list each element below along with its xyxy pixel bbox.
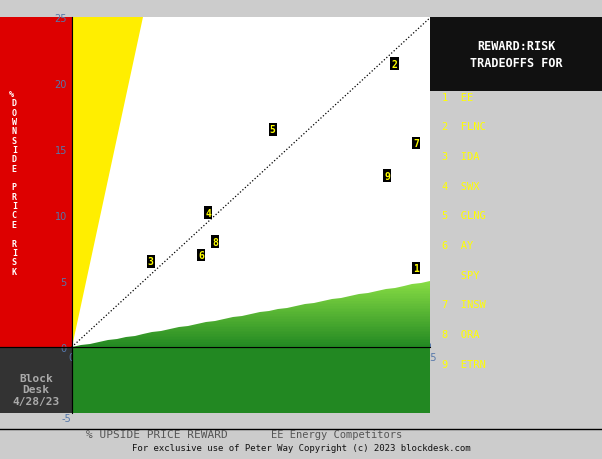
Polygon shape: [179, 326, 430, 328]
Text: 2: 2: [392, 59, 397, 69]
Polygon shape: [305, 303, 430, 305]
Polygon shape: [242, 314, 430, 316]
Polygon shape: [287, 306, 430, 308]
Polygon shape: [161, 329, 430, 331]
Polygon shape: [251, 313, 430, 314]
Polygon shape: [117, 337, 430, 339]
Polygon shape: [108, 339, 430, 341]
FancyBboxPatch shape: [430, 18, 602, 91]
Text: SPY: SPY: [442, 270, 480, 280]
Polygon shape: [368, 291, 430, 293]
Text: 4: 4: [205, 208, 211, 218]
Text: 5: 5: [270, 125, 276, 135]
Polygon shape: [269, 309, 430, 311]
Polygon shape: [224, 318, 430, 319]
Polygon shape: [188, 324, 430, 326]
Text: 1  EE: 1 EE: [442, 92, 474, 102]
Polygon shape: [350, 295, 430, 297]
Text: REWARD:RISK
TRADEOFFS FOR: REWARD:RISK TRADEOFFS FOR: [470, 40, 562, 70]
Text: 8: 8: [213, 237, 218, 247]
Polygon shape: [72, 18, 143, 347]
Polygon shape: [216, 319, 430, 321]
Text: 9  ETRN: 9 ETRN: [442, 359, 486, 369]
Polygon shape: [359, 293, 430, 295]
Polygon shape: [278, 308, 430, 309]
Polygon shape: [99, 341, 430, 342]
Polygon shape: [394, 286, 430, 288]
Polygon shape: [72, 18, 430, 347]
Text: 4  SWX: 4 SWX: [442, 181, 480, 191]
Text: 7  INSW: 7 INSW: [442, 300, 486, 309]
Polygon shape: [412, 283, 430, 285]
Text: 6  AY: 6 AY: [442, 241, 474, 250]
Text: EE Energy Competitors: EE Energy Competitors: [272, 429, 403, 439]
Polygon shape: [197, 323, 430, 324]
Polygon shape: [90, 342, 430, 344]
Text: 7: 7: [413, 138, 419, 148]
Polygon shape: [81, 344, 430, 346]
Text: Block
Desk
4/28/23: Block Desk 4/28/23: [12, 373, 60, 406]
Polygon shape: [421, 281, 430, 283]
Polygon shape: [323, 300, 430, 301]
Polygon shape: [233, 316, 430, 318]
Text: For exclusive use of Peter Way Copyright (c) 2023 blockdesk.com: For exclusive use of Peter Way Copyright…: [132, 443, 470, 452]
Polygon shape: [0, 347, 72, 413]
Text: % 
D
O
W
N
S
I
D
E
 
P
R
I
C
E
 
R
I
S
K: % D O W N S I D E P R I C E R I S K: [10, 90, 19, 276]
Polygon shape: [386, 288, 430, 290]
Polygon shape: [377, 290, 430, 291]
Text: 8  ORA: 8 ORA: [442, 329, 480, 339]
Text: 9: 9: [385, 171, 390, 181]
Text: 3  IDA: 3 IDA: [442, 151, 480, 162]
Polygon shape: [260, 311, 430, 313]
Polygon shape: [134, 334, 430, 336]
Polygon shape: [314, 301, 430, 303]
Text: % UPSIDE PRICE REWARD: % UPSIDE PRICE REWARD: [85, 429, 228, 439]
Polygon shape: [143, 332, 430, 334]
Text: 3: 3: [147, 257, 154, 267]
Text: 5  GLNG: 5 GLNG: [442, 211, 486, 221]
Polygon shape: [170, 328, 430, 329]
Polygon shape: [332, 298, 430, 300]
Text: 2  FLNC: 2 FLNC: [442, 122, 486, 132]
Text: 1: 1: [413, 263, 419, 274]
Polygon shape: [403, 285, 430, 286]
Polygon shape: [126, 336, 430, 337]
Polygon shape: [341, 297, 430, 298]
Text: 6: 6: [198, 250, 204, 260]
Polygon shape: [72, 347, 430, 413]
Text: -5: -5: [61, 413, 71, 423]
Polygon shape: [152, 331, 430, 332]
Polygon shape: [296, 305, 430, 306]
Polygon shape: [206, 321, 430, 323]
Polygon shape: [72, 346, 430, 347]
